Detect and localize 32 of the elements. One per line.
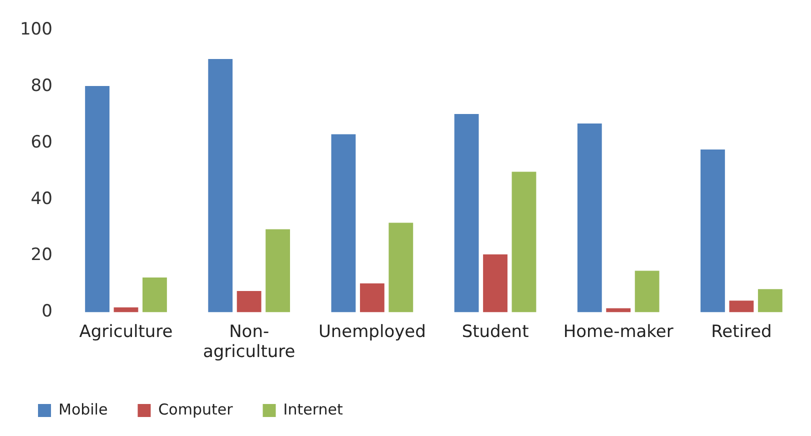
x-tick-label: Retired — [711, 322, 772, 342]
bar — [700, 149, 725, 312]
x-tick-label: Student — [462, 322, 530, 342]
bar — [114, 307, 138, 312]
bar — [483, 254, 508, 312]
bar — [236, 291, 262, 312]
y-tick-label: 40 — [30, 188, 52, 209]
bar — [454, 114, 479, 312]
y-tick-label: 100 — [20, 20, 52, 40]
bar — [331, 134, 356, 312]
bar — [758, 289, 782, 312]
legend-label: Computer — [158, 400, 234, 418]
bar — [360, 283, 384, 312]
bar — [388, 222, 414, 312]
legend-label: Mobile — [58, 400, 108, 418]
y-tick-label: 20 — [30, 245, 52, 266]
x-tick-label: Unemployed — [318, 322, 426, 342]
bar — [142, 278, 167, 312]
bar — [729, 300, 754, 312]
y-tick-label: 80 — [30, 76, 52, 96]
y-tick-label: 60 — [30, 132, 52, 152]
bar — [512, 172, 536, 312]
x-tick-label: Agriculture — [79, 322, 173, 342]
y-tick-label: 0 — [42, 302, 52, 322]
bar — [577, 124, 602, 312]
x-tick-label: Home-maker — [563, 322, 674, 342]
legend-label: Internet — [283, 400, 343, 418]
bar — [266, 229, 290, 312]
bar — [634, 270, 660, 312]
x-tick-label: Non-agriculture — [202, 322, 296, 362]
bar — [208, 58, 233, 312]
bar — [85, 86, 110, 312]
